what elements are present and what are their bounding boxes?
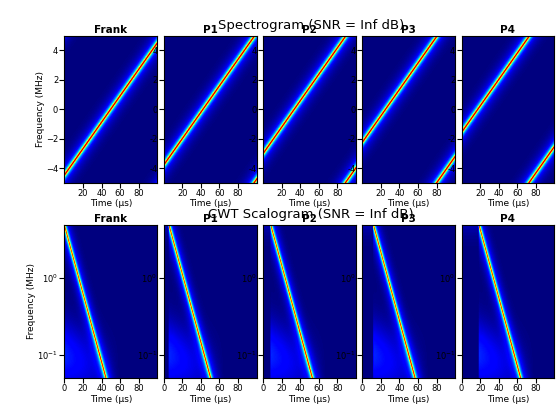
X-axis label: Time (μs): Time (μs) xyxy=(388,395,430,404)
Title: P1: P1 xyxy=(203,25,217,35)
X-axis label: Time (μs): Time (μs) xyxy=(388,200,430,208)
X-axis label: Time (μs): Time (μs) xyxy=(487,200,529,208)
X-axis label: Time (μs): Time (μs) xyxy=(189,395,231,404)
Title: P2: P2 xyxy=(302,25,317,35)
X-axis label: Time (μs): Time (μs) xyxy=(487,395,529,404)
X-axis label: Time (μs): Time (μs) xyxy=(90,200,132,208)
Title: P1: P1 xyxy=(203,214,217,224)
X-axis label: Time (μs): Time (μs) xyxy=(90,395,132,404)
Title: Frank: Frank xyxy=(94,214,127,224)
Text: Spectrogram (SNR = Inf dB): Spectrogram (SNR = Inf dB) xyxy=(218,19,404,32)
X-axis label: Time (μs): Time (μs) xyxy=(288,200,330,208)
Title: P3: P3 xyxy=(402,25,416,35)
Title: P4: P4 xyxy=(501,25,516,35)
Title: P2: P2 xyxy=(302,214,317,224)
Y-axis label: Frequency (MHz): Frequency (MHz) xyxy=(27,263,36,339)
Title: P3: P3 xyxy=(402,214,416,224)
Title: Frank: Frank xyxy=(94,25,127,35)
X-axis label: Time (μs): Time (μs) xyxy=(189,200,231,208)
X-axis label: Time (μs): Time (μs) xyxy=(288,395,330,404)
Text: CWT Scalogram (SNR = Inf dB): CWT Scalogram (SNR = Inf dB) xyxy=(208,208,414,221)
Y-axis label: Frequency (MHz): Frequency (MHz) xyxy=(35,71,44,147)
Title: P4: P4 xyxy=(501,214,516,224)
